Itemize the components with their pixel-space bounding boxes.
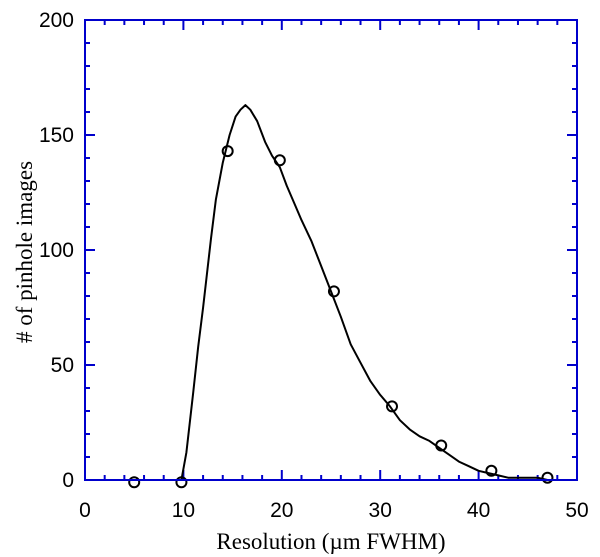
data-point	[386, 400, 399, 413]
fit-curve-line	[180, 104, 577, 481]
data-point	[485, 464, 498, 477]
x-tick-label: 20	[270, 499, 293, 522]
x-tick-label: 30	[369, 499, 392, 522]
x-tick-label: 10	[172, 499, 195, 522]
x-tick-label: 50	[565, 499, 588, 522]
tick-marks	[84, 19, 578, 481]
data-point	[128, 476, 141, 489]
tick-labels: 0 10 20 30 40 50 0 50 100 150 200	[39, 9, 589, 522]
x-axis-title: Resolution (µm FWHM)	[216, 529, 445, 554]
y-tick-label: 150	[39, 124, 74, 147]
y-tick-label: 200	[39, 9, 74, 32]
data-marks	[128, 104, 577, 489]
y-tick-label: 0	[62, 469, 74, 492]
x-tick-label: 40	[467, 499, 490, 522]
y-tick-label: 100	[39, 239, 74, 262]
data-point	[541, 471, 554, 484]
x-tick-label: 0	[79, 499, 91, 522]
plot-frame	[84, 19, 578, 481]
y-axis-title: # of pinhole images	[12, 161, 37, 343]
y-tick-label: 50	[51, 354, 74, 377]
